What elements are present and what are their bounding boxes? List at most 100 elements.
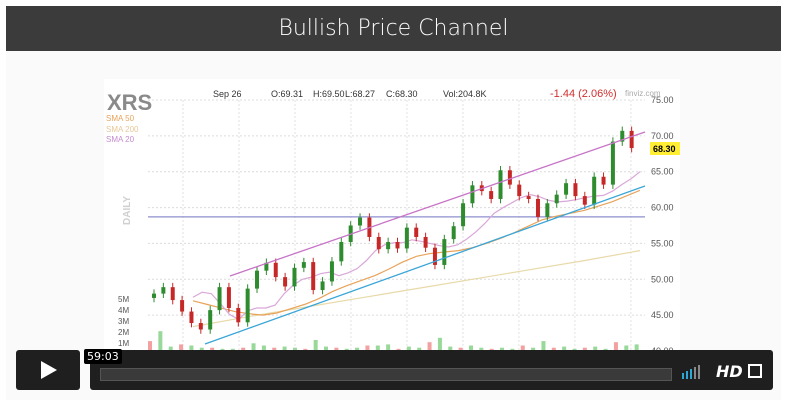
volume-bar (489, 348, 494, 351)
header-change: -1.44 (2.06%) (550, 88, 617, 100)
candle-body (526, 196, 531, 199)
candle-body (535, 198, 540, 217)
candle-body (582, 196, 587, 205)
volume-bar (593, 346, 598, 351)
volume-bar (375, 345, 380, 351)
volume-bar (406, 346, 411, 351)
volume-bar (199, 347, 204, 351)
candle-body (601, 176, 606, 185)
fullscreen-icon[interactable] (748, 364, 762, 378)
candle-body (198, 323, 203, 330)
candle-body (376, 236, 381, 250)
candle-body (386, 241, 391, 250)
candle-body (339, 241, 344, 262)
lower-channel-line (204, 185, 646, 345)
volume-bar (272, 347, 277, 351)
volume-bar (417, 347, 422, 351)
candle-body (189, 311, 194, 324)
source-label: finviz.com (625, 89, 661, 98)
candle-body (395, 241, 400, 249)
candle-body (507, 170, 512, 185)
candle-body (264, 262, 269, 271)
upper-channel-line (229, 131, 646, 277)
volume-bar (510, 348, 515, 351)
candle-body (226, 287, 231, 308)
period-label: DAILY (122, 196, 133, 225)
volume-bar (179, 344, 184, 351)
volume-bar (551, 347, 556, 351)
volume-bar (230, 348, 235, 351)
volume-tick-label: 5M (118, 295, 129, 304)
candle-body (245, 288, 250, 323)
volume-bar (427, 342, 432, 351)
volume-bar (261, 345, 266, 351)
volume-bar (520, 345, 525, 351)
volume-bar (448, 346, 453, 351)
volume-bar (479, 347, 484, 351)
volume-bar (437, 337, 442, 351)
volume-bar (220, 348, 225, 351)
volume-bar (158, 331, 163, 351)
volume-bar (582, 347, 587, 351)
ticker: XRS (107, 90, 152, 115)
volume-tick-label: 3M (118, 317, 129, 326)
candle-body (489, 191, 494, 199)
volume-bar (148, 341, 152, 351)
candle-body (311, 262, 316, 291)
candle-body (180, 300, 185, 312)
header-high: H:69.50 (313, 89, 345, 99)
volume-bar (603, 348, 608, 351)
progress-track[interactable] (100, 368, 672, 381)
volume-bar (541, 341, 546, 351)
candle-body (170, 287, 175, 301)
volume-bar (468, 345, 473, 351)
chart-background (104, 79, 680, 353)
candle-body (573, 183, 578, 197)
candle-body (517, 184, 522, 197)
volume-bar (251, 343, 256, 351)
candle-body (208, 310, 213, 330)
volume-bar (562, 346, 567, 351)
candle-body (451, 226, 456, 240)
hd-button[interactable]: HD (716, 362, 743, 381)
volume-tick-label: 2M (118, 328, 129, 337)
volume-bar (282, 346, 287, 351)
candle-body (152, 293, 156, 298)
y-tick-label: 55.00 (651, 238, 674, 248)
volume-bar (531, 347, 536, 351)
last-price-box (650, 142, 680, 155)
volume-bar (365, 345, 370, 351)
candle-body (329, 261, 334, 282)
play-icon (41, 361, 57, 379)
volume-bar (303, 348, 308, 351)
candle-body (273, 262, 278, 278)
candle-body (470, 185, 475, 204)
volume-tick-label: 4M (118, 306, 129, 315)
candle-body (610, 141, 615, 185)
candle-body (292, 267, 297, 287)
candle-body (432, 247, 437, 265)
header-volume: Vol:204.8K (443, 89, 487, 99)
candle-body (358, 217, 363, 226)
candle-body (442, 239, 447, 265)
candle-body (620, 130, 625, 142)
time-tooltip: 59:03 (84, 349, 122, 364)
legend-sma200: SMA 200 (106, 125, 139, 134)
legend-sma50: SMA 50 (106, 114, 135, 123)
volume-bar (386, 344, 391, 351)
candle-body (161, 287, 166, 294)
volume-bar (572, 348, 577, 351)
volume-bar (334, 347, 339, 351)
candle-body (404, 227, 409, 249)
candle-body (554, 194, 559, 204)
legend-sma20: SMA 20 (106, 135, 135, 144)
volume-bar (189, 345, 194, 351)
y-tick-label: 50.00 (651, 274, 674, 284)
last-price-label: 68.30 (653, 144, 676, 154)
volume-icon[interactable] (682, 365, 708, 379)
y-tick-label: 70.00 (651, 131, 674, 141)
y-tick-label: 45.00 (651, 310, 674, 320)
candle-body (301, 262, 306, 268)
volume-bar (396, 348, 401, 351)
play-button[interactable] (16, 350, 80, 390)
